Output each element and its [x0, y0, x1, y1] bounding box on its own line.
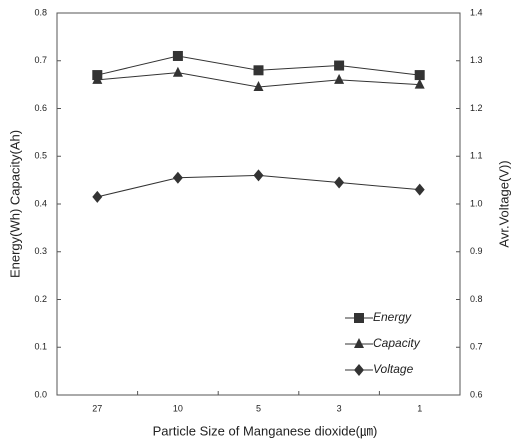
y2-tick-label: 1.3: [470, 55, 483, 65]
y-axis-title: Energy(Wh) Capacity(Ah): [7, 130, 22, 278]
y2-tick-label: 0.6: [470, 389, 483, 399]
legend-marker: [354, 364, 364, 376]
y2-tick-label: 1.4: [470, 7, 483, 17]
x-tick-label: 5: [256, 403, 261, 413]
point: [414, 70, 425, 81]
x-tick-label: 3: [337, 403, 342, 413]
y-tick-label: 0.0: [34, 389, 47, 399]
point: [334, 176, 345, 189]
point: [414, 183, 425, 196]
x-axis-title: Particle Size of Manganese dioxide(㎛): [153, 423, 378, 439]
y-tick-label: 0.7: [34, 55, 47, 65]
point: [334, 73, 345, 84]
point: [334, 60, 345, 71]
point: [92, 190, 103, 203]
y2-axis-title: Avr.Voltage(V)): [496, 160, 511, 247]
y2-tick-label: 1.2: [470, 103, 483, 113]
y2-tick-label: 0.9: [470, 246, 483, 256]
y-tick-label: 0.6: [34, 103, 47, 113]
y2-tick-label: 0.8: [470, 294, 483, 304]
point: [92, 73, 103, 84]
y2-tick-label: 1.1: [470, 151, 483, 161]
y-tick-label: 0.2: [34, 294, 47, 304]
legend-text: Voltage: [373, 362, 414, 376]
y-tick-label: 0.3: [34, 246, 47, 256]
point: [253, 169, 264, 182]
y2-tick-label: 1.0: [470, 198, 483, 208]
y-tick-label: 0.8: [34, 7, 47, 17]
x-tick-label: 27: [92, 403, 102, 413]
point: [172, 171, 183, 184]
legend-marker: [354, 313, 364, 323]
legend-text: Capacity: [373, 336, 421, 350]
point: [253, 81, 264, 92]
x-tick-label: 10: [173, 403, 183, 413]
point: [414, 78, 425, 89]
legend-marker: [354, 338, 364, 348]
point: [172, 66, 183, 77]
y-tick-label: 0.5: [34, 151, 47, 161]
y-tick-label: 0.1: [34, 342, 47, 352]
point: [253, 65, 264, 76]
y2-tick-label: 0.7: [470, 342, 483, 352]
legend-text: Energy: [373, 310, 412, 324]
point: [172, 50, 183, 61]
x-tick-label: 1: [417, 403, 422, 413]
y-tick-label: 0.4: [34, 198, 47, 208]
